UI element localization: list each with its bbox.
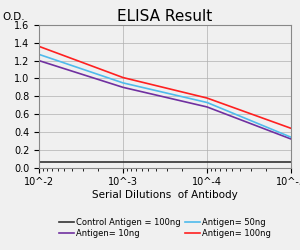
- Antigen= 50ng: [289, 136, 293, 139]
- Control Antigen = 100ng: [205, 161, 209, 164]
- Antigen= 10ng: [37, 59, 41, 62]
- Antigen= 10ng: [121, 86, 125, 89]
- Antigen= 100ng: [121, 76, 125, 79]
- Legend: Control Antigen = 100ng, Antigen= 10ng, Antigen= 50ng, Antigen= 100ng: Control Antigen = 100ng, Antigen= 10ng, …: [55, 214, 275, 242]
- Antigen= 100ng: [289, 127, 293, 130]
- Antigen= 50ng: [37, 53, 41, 56]
- Antigen= 100ng: [205, 96, 209, 100]
- Antigen= 50ng: [121, 82, 125, 84]
- Line: Antigen= 100ng: Antigen= 100ng: [39, 46, 291, 128]
- Line: Antigen= 10ng: Antigen= 10ng: [39, 60, 291, 139]
- Control Antigen = 100ng: [37, 161, 41, 164]
- Control Antigen = 100ng: [121, 161, 125, 164]
- Title: ELISA Result: ELISA Result: [117, 9, 213, 24]
- Antigen= 50ng: [205, 101, 209, 104]
- Antigen= 10ng: [205, 106, 209, 108]
- X-axis label: Serial Dilutions  of Antibody: Serial Dilutions of Antibody: [92, 190, 238, 200]
- Antigen= 100ng: [37, 45, 41, 48]
- Antigen= 10ng: [289, 138, 293, 140]
- Y-axis label: O.D.: O.D.: [2, 12, 25, 22]
- Line: Antigen= 50ng: Antigen= 50ng: [39, 54, 291, 137]
- Control Antigen = 100ng: [289, 161, 293, 164]
